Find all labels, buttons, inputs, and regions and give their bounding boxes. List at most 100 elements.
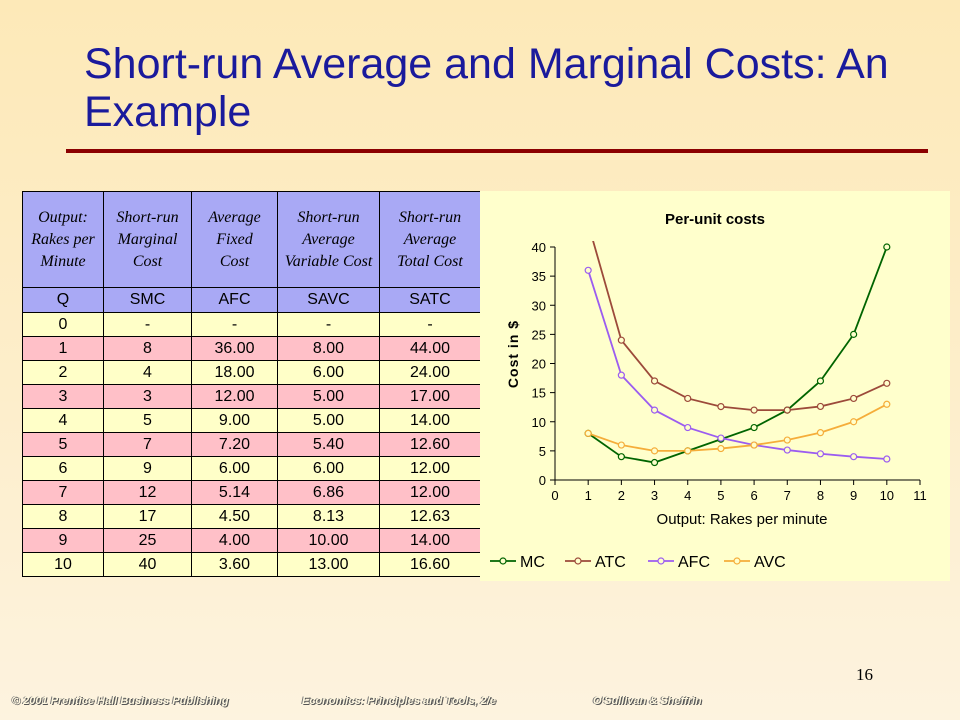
header-output-desc: Output: Rakes per Minute (22, 191, 104, 288)
data-point (816, 450, 825, 458)
table-cell: 8 (22, 504, 104, 529)
legend-marker (657, 557, 665, 565)
data-point (816, 402, 825, 411)
table-cell: 8 (103, 336, 192, 361)
table-cell: 5.40 (277, 432, 380, 457)
header-smc: SMC (103, 287, 192, 313)
data-point (617, 371, 625, 379)
table-cell: - (191, 312, 278, 337)
data-point (684, 423, 692, 432)
y-tick-label: 5 (539, 444, 546, 459)
table-cell: 12.00 (379, 456, 481, 481)
table-cell: 17 (103, 504, 192, 529)
table-cell: 6.00 (277, 456, 380, 481)
data-point (883, 455, 891, 463)
x-tick-label: 8 (817, 488, 824, 503)
footer-authors: O'Sullivan & Sheffrin (593, 695, 702, 707)
chart-title: Per-unit costs (665, 211, 765, 228)
legend-marker (733, 557, 741, 565)
y-tick-label: 30 (532, 298, 546, 313)
table-row: 3 3 12.00 5.00 17.00 (22, 384, 481, 409)
table-cell: 24.00 (379, 360, 481, 385)
table-cell: 18.00 (191, 360, 278, 385)
x-tick-label: 10 (880, 488, 894, 503)
data-point (650, 406, 659, 414)
table-row: 5 7 7.20 5.40 12.60 (22, 432, 481, 457)
table-cell: 12.00 (379, 480, 481, 505)
table-cell: 4 (22, 408, 104, 433)
header-satc: SATC (379, 287, 481, 313)
data-point (750, 441, 758, 449)
data-point (584, 266, 592, 274)
x-tick-label: 2 (618, 488, 625, 503)
table-cell: - (379, 312, 481, 337)
data-point (883, 243, 891, 251)
y-tick-label: 40 (532, 240, 546, 255)
table-cell: 14.00 (379, 528, 481, 553)
x-tick-label: 0 (551, 488, 558, 503)
table-cell: - (277, 312, 380, 337)
data-point (617, 441, 625, 449)
table-cell: 44.00 (379, 336, 481, 361)
table-row: 4 5 9.00 5.00 14.00 (22, 408, 481, 433)
table-cell: 4.00 (191, 528, 278, 553)
series-afc (584, 266, 891, 463)
table-cell: 7 (22, 480, 104, 505)
table-cell: 8.13 (277, 504, 380, 529)
data-point (650, 458, 659, 467)
table-cell: 12.63 (379, 504, 481, 529)
y-tick-label: 0 (539, 473, 546, 488)
data-point (783, 436, 791, 444)
table-cell: 7.20 (191, 432, 278, 457)
x-tick-label: 3 (651, 488, 658, 503)
x-tick-label: 5 (717, 488, 724, 503)
data-point (883, 400, 891, 408)
table-cell: 7 (103, 432, 192, 457)
data-point (850, 418, 858, 426)
table-row: 7 12 5.14 6.86 12.00 (22, 480, 481, 505)
table-cell: 8.00 (277, 336, 380, 361)
y-tick-label: 20 (532, 357, 546, 372)
header-smc-desc: Short-run Marginal Cost (103, 191, 192, 288)
data-point (650, 377, 659, 385)
data-point (684, 447, 692, 455)
data-point (717, 434, 725, 442)
series-line-atc (592, 241, 888, 412)
table-row: 6 9 6.00 6.00 12.00 (22, 456, 481, 481)
header-afc: AFC (191, 287, 278, 313)
table-cell: 6 (22, 456, 104, 481)
data-point (783, 446, 791, 454)
data-point (650, 447, 659, 455)
data-point (883, 379, 891, 387)
series-line-afc (587, 270, 887, 460)
table-cell: 5 (22, 432, 104, 457)
series-mc (584, 243, 891, 467)
header-afc-desc: Average Fixed Cost (191, 191, 278, 288)
data-point (717, 403, 725, 411)
x-tick-label: 7 (784, 488, 791, 503)
data-point (750, 423, 758, 432)
page-number: 16 (856, 665, 873, 684)
header-q: Q (22, 287, 104, 313)
footer-publisher: © 2001 Prentice Hall Business Publishing (12, 695, 229, 707)
table-cell: 9 (103, 456, 192, 481)
data-point (584, 429, 592, 437)
legend-label: MC (520, 554, 545, 571)
table-cell: 12.60 (379, 432, 481, 457)
data-point (717, 444, 725, 453)
footer-book: Economics: Principles and Tools, 2/e (302, 695, 496, 707)
table-cell: 3.60 (191, 552, 278, 577)
y-tick-label: 10 (532, 415, 546, 430)
data-point (850, 330, 858, 338)
legend-label: AVC (754, 554, 786, 571)
per-unit-cost-chart: Per-unit costs Cost in $ Output: Rakes p… (480, 191, 950, 581)
data-point (684, 394, 692, 403)
x-axis-label: Output: Rakes per minute (657, 511, 828, 528)
table-cell: 9.00 (191, 408, 278, 433)
table-cell: 36.00 (191, 336, 278, 361)
table-cell: 4 (103, 360, 192, 385)
cost-table: Output: Rakes per Minute Short-run Margi… (22, 191, 481, 577)
title-underline (66, 149, 928, 153)
y-tick-label: 35 (532, 269, 546, 284)
table-cell: 5.00 (277, 408, 380, 433)
